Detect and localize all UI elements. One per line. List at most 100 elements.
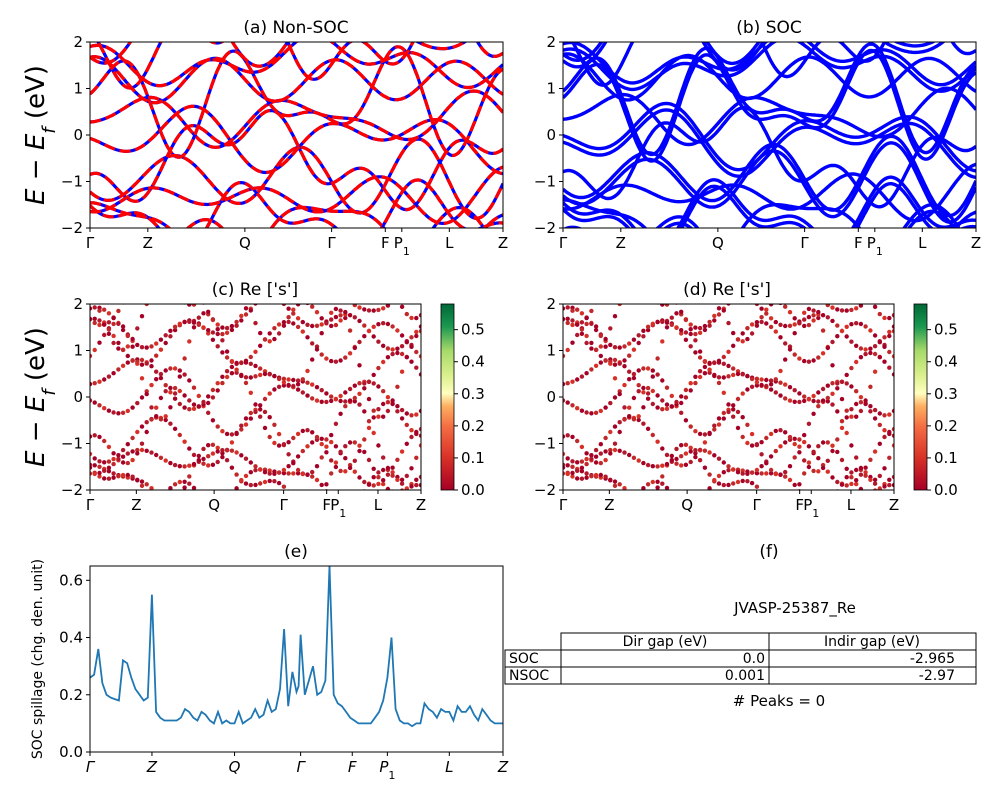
projection-dot bbox=[764, 311, 769, 316]
projection-dot bbox=[778, 393, 783, 398]
projection-dot bbox=[206, 331, 211, 336]
projection-dot bbox=[570, 459, 575, 464]
projection-dot bbox=[172, 396, 178, 401]
projection-dot bbox=[645, 391, 651, 396]
projection-dot bbox=[172, 391, 178, 396]
projection-dot bbox=[674, 325, 679, 330]
projection-dot bbox=[603, 457, 608, 463]
projection-dot bbox=[253, 363, 258, 369]
projection-dot bbox=[206, 394, 211, 399]
projection-dot bbox=[385, 486, 391, 490]
projection-dot bbox=[102, 468, 107, 473]
projection-dot bbox=[598, 442, 603, 447]
projection-dot bbox=[589, 411, 594, 416]
projection-dot bbox=[102, 438, 107, 444]
projection-dot bbox=[754, 467, 760, 473]
projection-dot bbox=[688, 344, 693, 349]
projection-dot bbox=[854, 467, 859, 473]
projection-dot bbox=[872, 333, 878, 338]
projection-dot bbox=[835, 449, 840, 455]
projection-dot bbox=[329, 317, 334, 322]
projection-dot bbox=[281, 471, 287, 476]
projection-dot bbox=[816, 315, 821, 321]
projection-dot bbox=[362, 479, 367, 485]
projection-dot bbox=[314, 434, 320, 440]
projection-dot bbox=[149, 405, 154, 410]
projection-dot bbox=[343, 355, 348, 360]
projection-dot bbox=[669, 404, 674, 409]
projection-dot bbox=[395, 409, 400, 414]
projection-dot bbox=[674, 461, 679, 466]
projection-dot bbox=[802, 398, 807, 404]
projection-dot bbox=[716, 456, 722, 461]
panel-e-frame bbox=[89, 565, 504, 753]
projection-dot bbox=[811, 449, 816, 454]
projection-dot bbox=[248, 375, 253, 380]
xtick-label: Γ bbox=[279, 496, 288, 514]
projection-dot bbox=[130, 449, 135, 454]
xtick-label: Z bbox=[146, 758, 158, 776]
projection-dot bbox=[347, 328, 353, 333]
projection-dot bbox=[243, 375, 249, 380]
projection-dot bbox=[215, 424, 220, 429]
projection-dot bbox=[390, 398, 395, 403]
projection-dot bbox=[371, 381, 376, 386]
projection-dot bbox=[366, 308, 372, 313]
projection-dot bbox=[97, 318, 102, 323]
projection-dot bbox=[570, 308, 575, 313]
projection-dot bbox=[891, 313, 894, 318]
projection-dot bbox=[655, 356, 660, 361]
projection-dot bbox=[854, 343, 859, 348]
projection-dot bbox=[660, 319, 665, 324]
projection-dot bbox=[139, 483, 145, 488]
projection-dot bbox=[262, 425, 268, 431]
projection-dot bbox=[343, 309, 348, 315]
ytick-label: −1 bbox=[534, 435, 556, 453]
projection-dot bbox=[622, 486, 627, 490]
xtick-label: Γ bbox=[800, 234, 809, 252]
projection-dot bbox=[168, 486, 173, 490]
projection-dot bbox=[191, 304, 197, 307]
projection-dot bbox=[702, 359, 708, 364]
projection-dot bbox=[830, 363, 835, 368]
projection-dot bbox=[650, 321, 655, 326]
soc-band-line bbox=[570, 42, 976, 87]
projection-dot bbox=[295, 382, 301, 387]
projection-dot bbox=[347, 313, 353, 318]
projection-dot bbox=[399, 416, 405, 421]
projection-dot bbox=[125, 451, 130, 456]
projection-dot bbox=[376, 407, 381, 412]
projection-dot bbox=[333, 322, 339, 328]
projection-dot bbox=[366, 457, 372, 463]
projection-dot bbox=[125, 360, 130, 365]
projection-dot bbox=[688, 322, 693, 327]
band-line-spin-down bbox=[90, 55, 503, 105]
projection-dot bbox=[418, 372, 421, 377]
colorbar-tick-label: 0.0 bbox=[461, 481, 485, 499]
projection-dot bbox=[399, 304, 405, 309]
table-row-nsoc-indir-cell bbox=[768, 666, 977, 685]
ytick-label: 1 bbox=[546, 342, 556, 360]
projection-dot bbox=[418, 324, 421, 329]
projection-dot bbox=[598, 460, 603, 466]
projection-dot bbox=[111, 371, 116, 376]
soc-band-line bbox=[563, 42, 946, 72]
projection-dot bbox=[125, 353, 130, 359]
projection-dot bbox=[352, 395, 357, 401]
projection-dot bbox=[693, 448, 698, 453]
projection-dot bbox=[721, 361, 726, 366]
projection-dot bbox=[258, 407, 263, 412]
xtick-label: F bbox=[348, 758, 357, 776]
projection-dot bbox=[584, 315, 589, 320]
projection-dot bbox=[825, 399, 830, 404]
projection-dot bbox=[381, 414, 386, 419]
projection-dot bbox=[712, 318, 717, 323]
projection-dot bbox=[858, 472, 864, 477]
projection-dot bbox=[844, 466, 849, 471]
projection-dot bbox=[655, 405, 660, 410]
projection-dot bbox=[882, 434, 887, 440]
projection-dot bbox=[409, 466, 414, 471]
projection-dot bbox=[116, 453, 121, 458]
projection-dot bbox=[248, 410, 253, 416]
soc-band-line bbox=[563, 175, 976, 228]
